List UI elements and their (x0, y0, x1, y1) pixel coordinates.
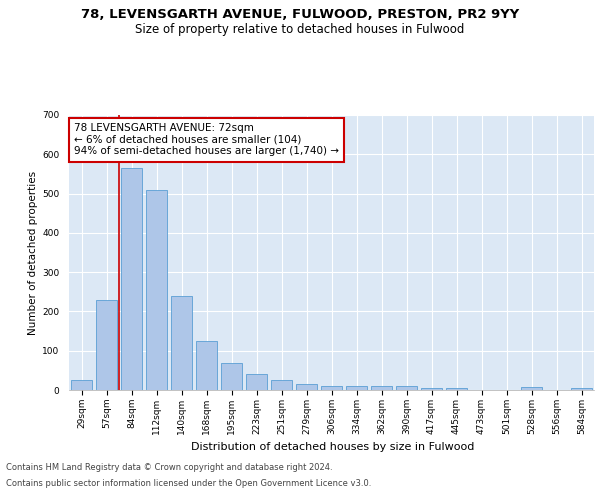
Text: Size of property relative to detached houses in Fulwood: Size of property relative to detached ho… (136, 22, 464, 36)
Y-axis label: Number of detached properties: Number of detached properties (28, 170, 38, 334)
Bar (396, 386, 417, 390)
Bar (571, 388, 592, 390)
Text: Contains public sector information licensed under the Open Government Licence v3: Contains public sector information licen… (6, 478, 371, 488)
Bar (121, 168, 142, 390)
Bar (146, 190, 167, 390)
Bar (446, 388, 467, 390)
Bar (521, 387, 542, 390)
Text: 78, LEVENSGARTH AVENUE, FULWOOD, PRESTON, PR2 9YY: 78, LEVENSGARTH AVENUE, FULWOOD, PRESTON… (81, 8, 519, 20)
Bar (346, 386, 367, 390)
Text: Contains HM Land Registry data © Crown copyright and database right 2024.: Contains HM Land Registry data © Crown c… (6, 464, 332, 472)
Bar (221, 362, 242, 390)
Bar (96, 300, 117, 390)
Bar (71, 380, 92, 390)
Bar (321, 386, 342, 390)
Bar (271, 380, 292, 390)
Bar (246, 374, 267, 390)
Text: 78 LEVENSGARTH AVENUE: 72sqm
← 6% of detached houses are smaller (104)
94% of se: 78 LEVENSGARTH AVENUE: 72sqm ← 6% of det… (74, 123, 339, 156)
Bar (371, 386, 392, 390)
Bar (421, 388, 442, 390)
Text: Distribution of detached houses by size in Fulwood: Distribution of detached houses by size … (191, 442, 475, 452)
Bar (171, 296, 192, 390)
Bar (196, 341, 217, 390)
Bar (296, 384, 317, 390)
